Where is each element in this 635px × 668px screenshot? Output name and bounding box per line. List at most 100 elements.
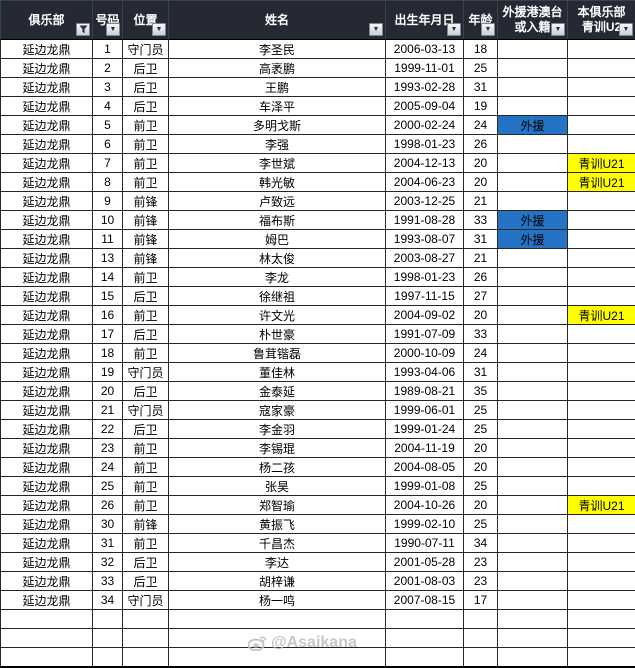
- empty-cell[interactable]: [568, 629, 635, 648]
- cell-no[interactable]: 23: [93, 439, 123, 458]
- cell-pos[interactable]: 后卫: [123, 420, 169, 439]
- cell-club[interactable]: 延边龙鼎: [1, 211, 93, 230]
- cell-no[interactable]: 1: [93, 40, 123, 59]
- cell-youth[interactable]: [568, 572, 635, 591]
- cell-age[interactable]: 31: [464, 363, 498, 382]
- cell-youth[interactable]: [568, 382, 635, 401]
- cell-foreign[interactable]: [498, 325, 568, 344]
- cell-foreign[interactable]: [498, 515, 568, 534]
- empty-cell[interactable]: [464, 610, 498, 629]
- cell-pos[interactable]: 后卫: [123, 572, 169, 591]
- cell-age[interactable]: 23: [464, 553, 498, 572]
- cell-name[interactable]: 韩光敏: [169, 173, 386, 192]
- cell-age[interactable]: 31: [464, 78, 498, 97]
- cell-no[interactable]: 34: [93, 591, 123, 610]
- cell-name[interactable]: 杨一鸣: [169, 591, 386, 610]
- cell-pos[interactable]: 后卫: [123, 97, 169, 116]
- cell-age[interactable]: 33: [464, 325, 498, 344]
- cell-birth[interactable]: 1990-07-11: [386, 534, 464, 553]
- cell-name[interactable]: 朴世豪: [169, 325, 386, 344]
- cell-youth[interactable]: [568, 287, 635, 306]
- cell-age[interactable]: 25: [464, 59, 498, 78]
- cell-foreign[interactable]: [498, 40, 568, 59]
- cell-name[interactable]: 李龙: [169, 268, 386, 287]
- cell-name[interactable]: 杨二孩: [169, 458, 386, 477]
- cell-no[interactable]: 22: [93, 420, 123, 439]
- cell-no[interactable]: 18: [93, 344, 123, 363]
- empty-cell[interactable]: [386, 648, 464, 667]
- empty-cell[interactable]: [169, 629, 386, 648]
- empty-cell[interactable]: [93, 610, 123, 629]
- cell-no[interactable]: 26: [93, 496, 123, 515]
- cell-birth[interactable]: 1999-01-24: [386, 420, 464, 439]
- cell-no[interactable]: 13: [93, 249, 123, 268]
- cell-no[interactable]: 7: [93, 154, 123, 173]
- cell-pos[interactable]: 前卫: [123, 344, 169, 363]
- cell-birth[interactable]: 2004-12-13: [386, 154, 464, 173]
- cell-name[interactable]: 千昌杰: [169, 534, 386, 553]
- cell-age[interactable]: 25: [464, 515, 498, 534]
- empty-cell[interactable]: [498, 610, 568, 629]
- cell-age[interactable]: 34: [464, 534, 498, 553]
- cell-birth[interactable]: 1993-04-06: [386, 363, 464, 382]
- cell-youth[interactable]: [568, 78, 635, 97]
- cell-birth[interactable]: 2004-11-19: [386, 439, 464, 458]
- cell-name[interactable]: 郑智瑜: [169, 496, 386, 515]
- cell-foreign[interactable]: [498, 477, 568, 496]
- cell-birth[interactable]: 2006-03-13: [386, 40, 464, 59]
- cell-birth[interactable]: 2001-05-28: [386, 553, 464, 572]
- cell-birth[interactable]: 2004-08-05: [386, 458, 464, 477]
- cell-pos[interactable]: 后卫: [123, 287, 169, 306]
- cell-club[interactable]: 延边龙鼎: [1, 78, 93, 97]
- cell-youth[interactable]: [568, 401, 635, 420]
- cell-pos[interactable]: 后卫: [123, 59, 169, 78]
- cell-no[interactable]: 6: [93, 135, 123, 154]
- empty-cell[interactable]: [169, 648, 386, 667]
- cell-name[interactable]: 徐继祖: [169, 287, 386, 306]
- cell-foreign[interactable]: [498, 154, 568, 173]
- cell-club[interactable]: 延边龙鼎: [1, 534, 93, 553]
- cell-foreign[interactable]: [498, 173, 568, 192]
- cell-club[interactable]: 延边龙鼎: [1, 325, 93, 344]
- cell-birth[interactable]: 1997-11-15: [386, 287, 464, 306]
- cell-no[interactable]: 31: [93, 534, 123, 553]
- cell-age[interactable]: 25: [464, 401, 498, 420]
- cell-age[interactable]: 24: [464, 344, 498, 363]
- cell-foreign[interactable]: 外援: [498, 116, 568, 135]
- cell-age[interactable]: 18: [464, 40, 498, 59]
- cell-name[interactable]: 董佳林: [169, 363, 386, 382]
- cell-youth[interactable]: [568, 116, 635, 135]
- cell-club[interactable]: 延边龙鼎: [1, 572, 93, 591]
- cell-birth[interactable]: 1991-07-09: [386, 325, 464, 344]
- cell-name[interactable]: 寇家豪: [169, 401, 386, 420]
- empty-cell[interactable]: [93, 629, 123, 648]
- cell-foreign[interactable]: [498, 496, 568, 515]
- cell-club[interactable]: 延边龙鼎: [1, 401, 93, 420]
- cell-youth[interactable]: [568, 515, 635, 534]
- cell-name[interactable]: 林太俊: [169, 249, 386, 268]
- cell-age[interactable]: 20: [464, 306, 498, 325]
- cell-pos[interactable]: 前卫: [123, 116, 169, 135]
- cell-name[interactable]: 高袤鹏: [169, 59, 386, 78]
- cell-birth[interactable]: 2004-09-02: [386, 306, 464, 325]
- cell-foreign[interactable]: [498, 401, 568, 420]
- filter-button-name[interactable]: ▼: [369, 23, 383, 36]
- cell-youth[interactable]: [568, 325, 635, 344]
- cell-youth[interactable]: [568, 458, 635, 477]
- cell-club[interactable]: 延边龙鼎: [1, 135, 93, 154]
- cell-age[interactable]: 17: [464, 591, 498, 610]
- cell-pos[interactable]: 后卫: [123, 382, 169, 401]
- cell-no[interactable]: 9: [93, 192, 123, 211]
- cell-name[interactable]: 多明戈斯: [169, 116, 386, 135]
- cell-club[interactable]: 延边龙鼎: [1, 591, 93, 610]
- cell-club[interactable]: 延边龙鼎: [1, 97, 93, 116]
- filter-button-age[interactable]: ▼: [481, 23, 495, 36]
- cell-pos[interactable]: 前卫: [123, 306, 169, 325]
- cell-name[interactable]: 李强: [169, 135, 386, 154]
- cell-name[interactable]: 卢致远: [169, 192, 386, 211]
- cell-pos[interactable]: 后卫: [123, 553, 169, 572]
- cell-birth[interactable]: 2000-10-09: [386, 344, 464, 363]
- cell-name[interactable]: 王鹏: [169, 78, 386, 97]
- cell-foreign[interactable]: [498, 458, 568, 477]
- cell-club[interactable]: 延边龙鼎: [1, 249, 93, 268]
